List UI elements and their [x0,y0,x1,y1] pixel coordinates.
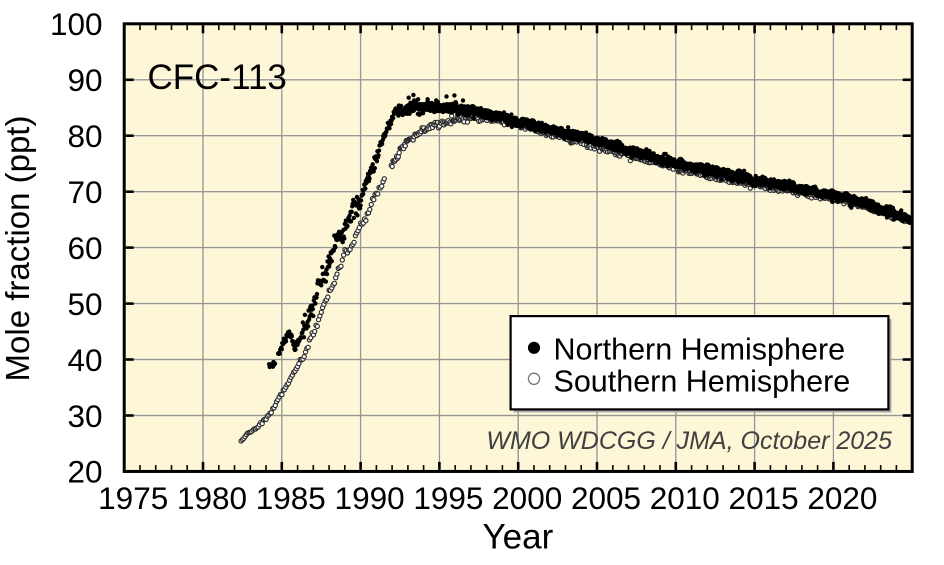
svg-text:2020: 2020 [807,480,877,516]
svg-text:Northern Hemisphere: Northern Hemisphere [554,332,846,366]
svg-text:50: 50 [67,286,102,322]
svg-text:2000: 2000 [492,480,562,516]
svg-text:1975: 1975 [98,480,168,516]
svg-text:Mole fraction (ppt): Mole fraction (ppt) [0,116,36,382]
svg-text:2005: 2005 [571,480,641,516]
svg-text:Southern Hemisphere: Southern Hemisphere [554,365,851,399]
svg-text:30: 30 [67,398,102,434]
svg-text:40: 40 [67,342,102,378]
svg-text:Year: Year [483,518,554,557]
svg-text:CFC-113: CFC-113 [148,58,287,97]
svg-text:70: 70 [67,174,102,210]
svg-text:100: 100 [50,6,103,42]
svg-text:60: 60 [67,230,102,266]
svg-text:1990: 1990 [335,480,405,516]
svg-text:90: 90 [67,62,102,98]
svg-text:1980: 1980 [177,480,247,516]
svg-text:20: 20 [67,454,102,490]
svg-text:2015: 2015 [729,480,799,516]
svg-text:1995: 1995 [413,480,483,516]
svg-text:2010: 2010 [650,480,720,516]
svg-text:80: 80 [67,118,102,154]
svg-text:WMO WDCGG / JMA, October 2025: WMO WDCGG / JMA, October 2025 [486,427,892,455]
svg-text:1985: 1985 [256,480,326,516]
